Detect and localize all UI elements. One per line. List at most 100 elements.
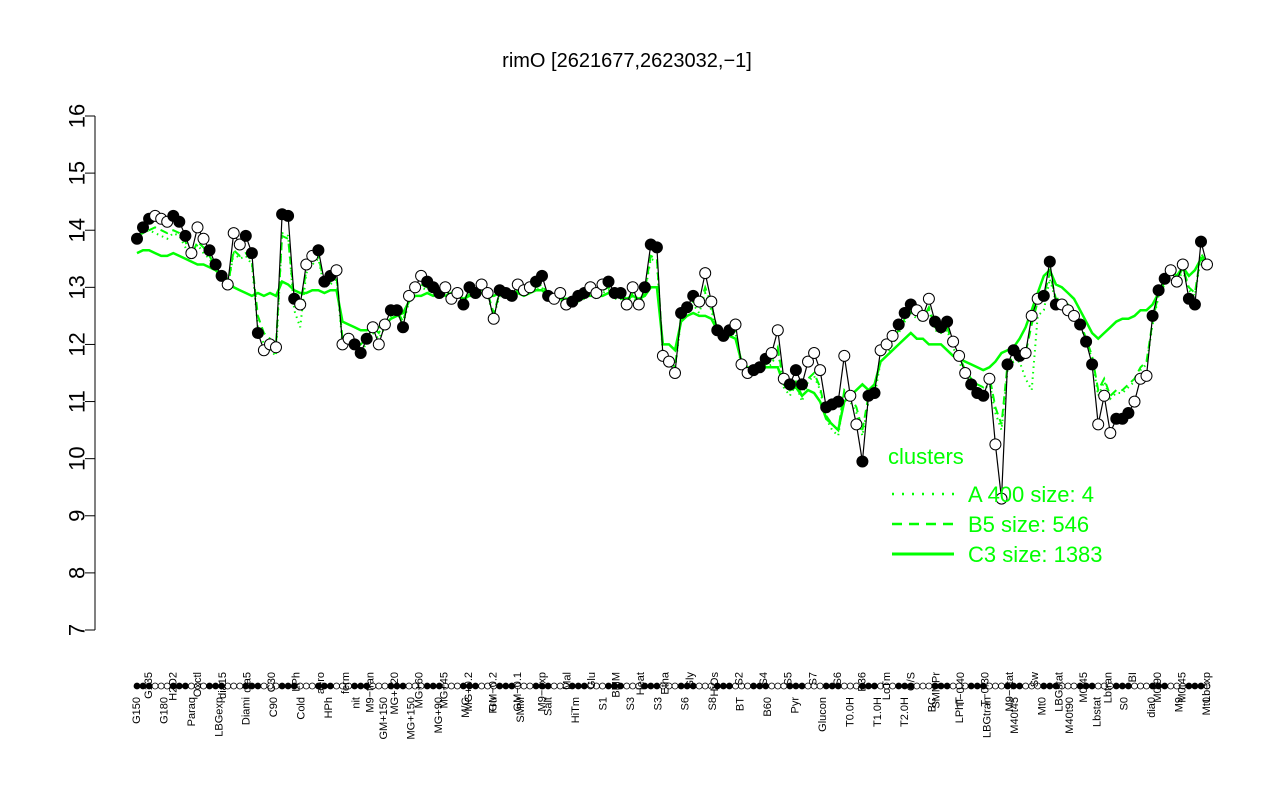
x-tick-label: Etha <box>660 671 672 695</box>
data-point <box>360 332 373 345</box>
rug-mark <box>254 682 262 690</box>
rug-mark <box>429 682 437 690</box>
data-point <box>632 298 645 311</box>
rug-mark <box>1143 682 1150 690</box>
rug-mark <box>1119 682 1126 690</box>
y-tick-label: 15 <box>65 161 90 185</box>
data-point <box>886 329 899 342</box>
data-point <box>1068 309 1080 322</box>
data-point <box>409 281 422 294</box>
x-tick-label: Glu <box>586 672 598 689</box>
x-tick-label: SMM <box>515 697 527 723</box>
rug-mark <box>695 682 703 690</box>
rug-mark <box>405 682 413 690</box>
x-tick-label: GM+150 <box>378 697 390 740</box>
data-point <box>705 295 718 308</box>
x-tick-label: S2 <box>734 672 746 685</box>
rug-mark <box>181 682 189 690</box>
x-tick-label: G135 <box>143 672 155 699</box>
x-tick-label: Paraq <box>186 697 198 726</box>
x-tick-label: Heat <box>635 672 647 695</box>
x-tick-label: LPhT <box>954 697 966 724</box>
data-point <box>953 349 966 362</box>
data-point <box>650 241 663 254</box>
x-tick-label: Oxctl <box>192 672 204 697</box>
data-point <box>481 287 494 299</box>
data-point <box>348 338 361 351</box>
x-tick-label: Mt0 <box>1201 697 1213 715</box>
x-tick-label: HiTm <box>570 697 582 723</box>
x-tick-label: MG+120 <box>389 672 401 715</box>
x-tick-label: T0.0H <box>844 697 856 727</box>
rug-mark <box>453 682 461 690</box>
x-tick-label: Diami <box>241 697 253 725</box>
rug-mark <box>375 682 383 690</box>
data-point <box>771 324 784 337</box>
x-tick-label: HPh <box>323 697 335 718</box>
rug-mark <box>133 682 141 690</box>
data-point <box>844 389 857 402</box>
rug-mark <box>1094 682 1102 690</box>
data-point <box>487 312 500 325</box>
rug-mark <box>502 682 510 690</box>
legend-label: B5 size: 546 <box>968 512 1089 537</box>
x-tick-label: M/G <box>460 697 472 718</box>
x-tick-label: M0t45 <box>1078 672 1090 703</box>
data-point <box>390 304 403 317</box>
data-point <box>989 438 1002 451</box>
x-tick-label: Sw <box>1029 672 1041 687</box>
x-tick-label: T2.0H <box>899 697 911 727</box>
x-tick-label: aero <box>315 672 327 694</box>
data-point <box>191 221 204 234</box>
x-axis-labels: G135 H2O2 Oxctl dia15 dia5 C30 LPh aero ferm M9−t… <box>131 671 1213 739</box>
rug-mark <box>326 682 334 690</box>
x-tick-label: M9 <box>1174 697 1186 712</box>
data-point <box>505 289 518 302</box>
data-point <box>330 264 343 277</box>
x-tick-label: S8 <box>707 697 719 710</box>
x-tick-label: B60 <box>762 697 774 717</box>
data-point <box>941 315 954 328</box>
rug-mark <box>1046 682 1054 690</box>
data-point <box>765 347 778 359</box>
rug-mark <box>1191 682 1199 690</box>
rug-mark <box>750 682 757 690</box>
x-tick-label: S7 <box>807 672 819 685</box>
x-tick-label: MG+150 <box>405 697 417 740</box>
x-tick-label: Gly <box>684 672 696 689</box>
x-tick-label: Glucon <box>817 697 829 732</box>
data-point <box>131 232 143 245</box>
data-point <box>789 364 802 377</box>
rug-mark <box>871 682 878 690</box>
x-tick-label: Mt0 <box>1036 697 1048 715</box>
x-tick-label: BT <box>735 697 747 711</box>
legend-label: A 400 size: 4 <box>968 482 1094 507</box>
x-tick-label: M40t90 <box>1064 697 1076 734</box>
x-tick-label: S6 <box>832 672 844 685</box>
data-point <box>137 221 149 234</box>
x-tick-label: M9−tran <box>364 672 376 713</box>
y-tick-label: 8 <box>65 567 90 579</box>
x-tick-label: T−0.40 <box>955 672 967 707</box>
data-point <box>1074 318 1087 331</box>
x-tick-label: MG+45 <box>438 672 450 708</box>
data-point <box>1025 309 1038 322</box>
x-tick-label: MG+90 <box>433 697 445 733</box>
data-point <box>880 338 893 351</box>
data-point <box>282 209 295 222</box>
data-point <box>802 355 814 368</box>
x-tick-label: S4 <box>758 672 770 685</box>
data-point <box>959 367 972 379</box>
x-tick-label: M0t90 <box>1152 672 1164 703</box>
y-axis: 7 8 9 10 11 12 13 14 15 16 <box>65 104 96 636</box>
rug-mark <box>351 682 359 690</box>
data-point <box>898 307 911 319</box>
rug-mark <box>720 682 727 690</box>
x-tick-label: M9−stat <box>1004 672 1016 711</box>
data-point <box>378 318 391 331</box>
data-point <box>372 338 385 351</box>
data-point <box>602 275 615 288</box>
x-tick-label: LBGtran <box>982 697 994 738</box>
data-point <box>977 389 990 402</box>
